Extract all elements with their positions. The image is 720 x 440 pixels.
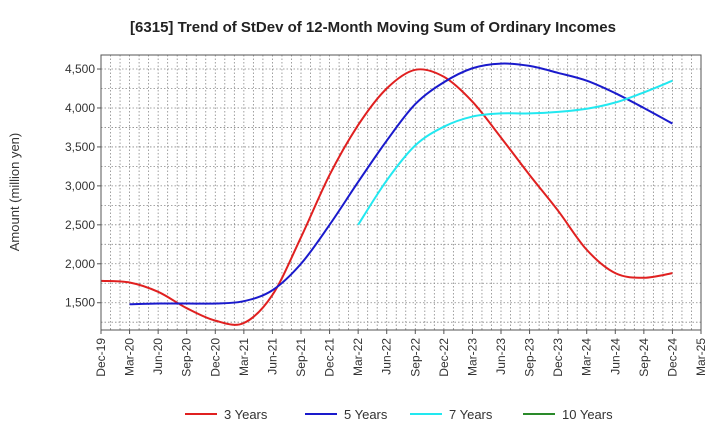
x-tick-label: Mar-23	[465, 338, 479, 376]
y-axis-label: Amount (million yen)	[7, 133, 22, 252]
x-tick-label: Mar-24	[580, 338, 594, 376]
x-tick-label: Sep-20	[180, 338, 194, 377]
y-tick-label: 2,000	[65, 257, 95, 271]
series-line-3-years	[100, 68, 673, 326]
x-tick-label: Dec-20	[208, 338, 222, 377]
x-tick-label: Mar-25	[694, 338, 708, 376]
y-tick-label: 2,500	[65, 218, 95, 232]
legend-label: 7 Years	[449, 407, 493, 422]
x-tick-label: Jun-24	[608, 338, 622, 375]
x-tick-label: Sep-24	[637, 338, 651, 377]
plot-frame	[100, 54, 702, 331]
y-axis-ticks: 1,500 2,000 2,500 3,000 3,500 4,000 4,500	[65, 62, 101, 310]
x-tick-label: Sep-21	[294, 338, 308, 377]
x-tick-label: Sep-23	[523, 338, 537, 377]
x-tick-label: Dec-19	[94, 338, 108, 377]
y-tick-label: 3,500	[65, 140, 95, 154]
y-tick-label: 1,500	[65, 296, 95, 310]
x-tick-label: Dec-22	[437, 338, 451, 377]
x-tick-label: Jun-23	[494, 338, 508, 375]
x-tick-label: Mar-21	[237, 338, 251, 376]
y-tick-label: 3,000	[65, 179, 95, 193]
legend-label: 5 Years	[344, 407, 388, 422]
x-tick-label: Sep-22	[408, 338, 422, 377]
chart-title: [6315] Trend of StDev of 12-Month Moving…	[130, 19, 616, 36]
legend-label: 10 Years	[562, 407, 613, 422]
series-lines	[100, 62, 673, 326]
x-tick-label: Mar-22	[351, 338, 365, 376]
x-tick-label: Dec-24	[665, 338, 679, 377]
x-tick-label: Mar-20	[123, 338, 137, 376]
x-tick-label: Dec-23	[551, 338, 565, 377]
x-tick-label: Jun-22	[380, 338, 394, 375]
series-line-5-years	[129, 62, 673, 306]
series-line-7-years	[357, 79, 673, 226]
legend: 3 Years 5 Years 7 Years 10 Years	[185, 407, 613, 422]
x-tick-label: Jun-20	[151, 338, 165, 375]
x-tick-label: Jun-21	[265, 338, 279, 375]
y-tick-label: 4,000	[65, 101, 95, 115]
grid	[101, 55, 701, 330]
legend-label: 3 Years	[224, 407, 268, 422]
y-tick-label: 4,500	[65, 62, 95, 76]
x-axis-ticks: Dec-19 Mar-20 Jun-20 Sep-20 Dec-20 Mar-21 Jun-…	[94, 330, 708, 377]
x-tick-label: Dec-21	[323, 338, 337, 377]
